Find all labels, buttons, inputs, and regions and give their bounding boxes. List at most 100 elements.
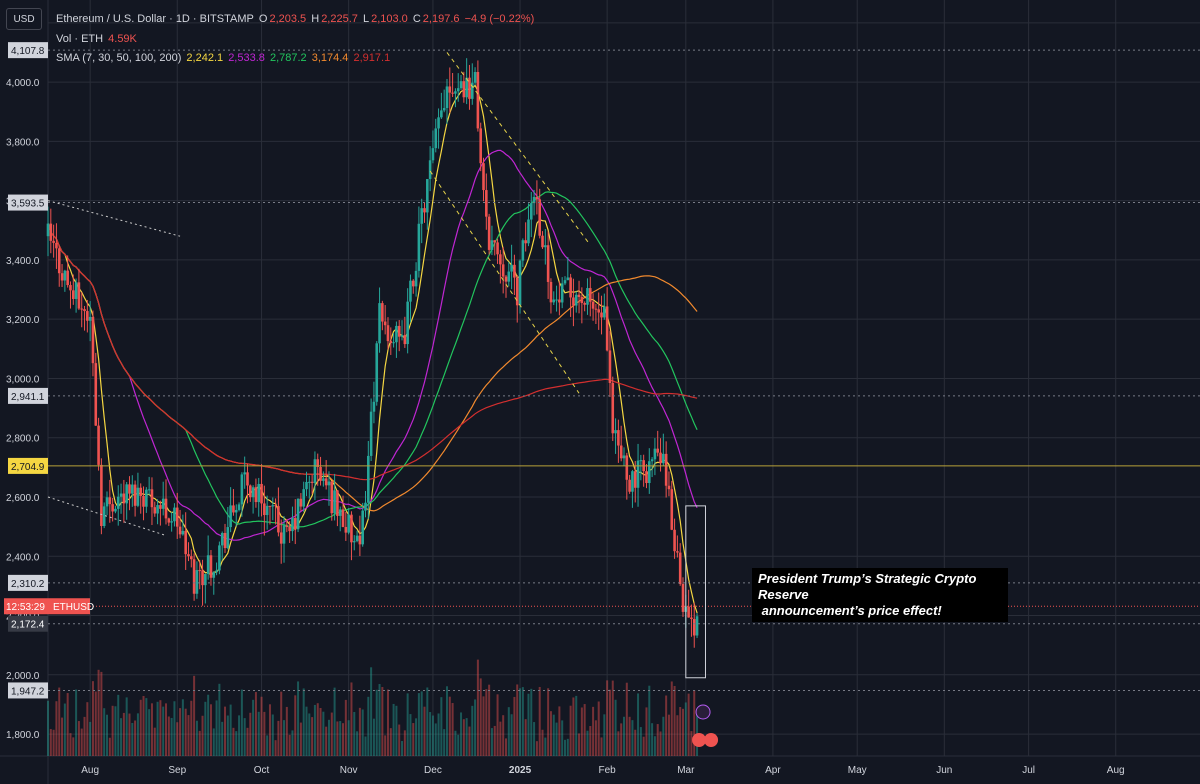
- volume-bar: [482, 696, 485, 756]
- candle-body: [538, 199, 542, 236]
- volume-bar: [55, 701, 58, 756]
- y-tick-label: 2,000.0: [6, 671, 40, 682]
- candle-body: [591, 301, 595, 309]
- candle-body: [507, 271, 511, 282]
- candle-body: [527, 219, 530, 244]
- y-tick-label: 2,800.0: [6, 434, 40, 445]
- y-tick-label: 3,400.0: [6, 256, 40, 267]
- volume-bar: [125, 697, 128, 756]
- volume-legend[interactable]: Vol · ETH 4.59K: [56, 33, 139, 45]
- volume-bar: [66, 693, 69, 756]
- low-value: 2,103.0: [371, 13, 408, 25]
- volume-bar: [249, 712, 252, 756]
- sma-line-200: [47, 223, 698, 481]
- candle-body: [493, 240, 497, 243]
- volume-bar: [47, 700, 49, 756]
- candle-body: [431, 148, 435, 161]
- candle-body: [485, 190, 488, 217]
- volume-bar: [111, 705, 114, 756]
- candle-body: [687, 606, 690, 618]
- candle-body: [150, 489, 154, 508]
- candle-body: [327, 481, 331, 486]
- volume-bar: [243, 718, 246, 756]
- sma-line-30: [47, 149, 698, 541]
- volume-bar: [58, 687, 61, 756]
- close-value: 2,197.6: [422, 13, 460, 25]
- volume-bar: [375, 689, 378, 756]
- volume-bar: [134, 720, 137, 756]
- candle-body: [336, 490, 339, 516]
- candle-body: [361, 510, 364, 545]
- candle-body: [91, 316, 95, 364]
- x-tick-label: Nov: [340, 765, 358, 776]
- volume-bar: [440, 697, 443, 756]
- volume-bar: [620, 723, 623, 756]
- candle-body: [639, 460, 643, 462]
- volume-bar: [448, 696, 451, 756]
- candle-body: [322, 478, 325, 481]
- volume-bar: [608, 689, 611, 756]
- volume-bar: [485, 689, 488, 756]
- volume-bar: [454, 730, 457, 756]
- price-label-box: [8, 387, 48, 404]
- candle-body: [324, 478, 328, 486]
- sma-legend[interactable]: SMA (7, 30, 50, 100, 200) 2,242.1 2,533.…: [56, 52, 392, 64]
- volume-bar: [277, 720, 280, 756]
- volume-bar: [549, 711, 552, 756]
- candle-body: [690, 617, 693, 619]
- annotation-note[interactable]: President Trump’s Strategic Crypto Reser…: [752, 568, 1008, 622]
- candle-body: [133, 484, 137, 506]
- candle-body: [111, 504, 114, 512]
- volume-bar: [687, 693, 690, 756]
- candle-body: [350, 514, 353, 543]
- candle-body: [603, 306, 606, 318]
- candle-body: [257, 483, 261, 503]
- candle-body: [130, 484, 134, 494]
- candle-body: [442, 108, 446, 111]
- volume-bar: [333, 687, 336, 756]
- candle-body: [532, 196, 536, 204]
- x-tick-label: Jun: [936, 765, 952, 776]
- currency-button[interactable]: USD: [6, 8, 42, 30]
- candle-body: [381, 303, 384, 322]
- candle-body: [83, 309, 86, 312]
- candle-body: [529, 203, 533, 220]
- candle-body: [302, 489, 305, 507]
- volume-bar: [344, 699, 347, 756]
- volume-bar: [103, 708, 106, 756]
- y-tick-label: 2,400.0: [6, 552, 40, 563]
- volume-bar: [558, 706, 561, 756]
- volume-bar: [488, 684, 491, 756]
- volume-bar: [676, 715, 679, 756]
- candle-body: [417, 223, 421, 271]
- volume-bar: [114, 706, 117, 756]
- volume-bar: [645, 707, 648, 756]
- price-label-text: 2,310.2: [11, 579, 45, 590]
- volume-bar: [165, 703, 168, 756]
- volume-bar: [583, 704, 586, 756]
- volume-bar: [606, 680, 609, 756]
- x-tick-label: Aug: [1107, 765, 1125, 776]
- volume-bar: [193, 675, 196, 756]
- candle-body: [392, 342, 395, 344]
- volume-bar: [224, 706, 227, 756]
- x-tick-label: Aug: [81, 765, 99, 776]
- y-tick-label: 3,800.0: [6, 137, 40, 148]
- symbol-header: Ethereum / U.S. Dollar · 1D · BITSTAMP O…: [56, 13, 536, 25]
- candle-body: [437, 117, 440, 129]
- volume-bar: [367, 696, 370, 756]
- candle-body: [611, 382, 615, 434]
- candle-body: [88, 316, 92, 321]
- volume-bar: [94, 691, 97, 756]
- volume-bar: [308, 713, 311, 756]
- candle-body: [215, 570, 218, 572]
- candle-body: [206, 555, 210, 574]
- volume-bar: [235, 731, 238, 756]
- volume-bar: [173, 701, 176, 756]
- candle-body: [670, 489, 674, 530]
- candle-body: [445, 86, 449, 109]
- candle-body: [330, 481, 334, 514]
- volume-bar: [586, 730, 589, 756]
- volume-bar: [563, 739, 566, 756]
